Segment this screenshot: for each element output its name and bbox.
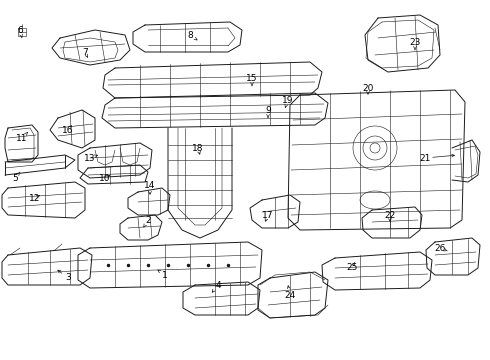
Text: 21: 21 [419, 153, 431, 162]
Text: 17: 17 [262, 211, 274, 220]
Text: 13: 13 [84, 153, 96, 162]
Text: 6: 6 [17, 26, 23, 35]
Text: 26: 26 [434, 243, 446, 252]
Text: 23: 23 [409, 37, 421, 46]
Text: 10: 10 [99, 174, 111, 183]
Text: 7: 7 [82, 48, 88, 57]
Text: 14: 14 [145, 180, 156, 189]
Text: 1: 1 [162, 270, 168, 279]
Text: 18: 18 [192, 144, 204, 153]
Text: 15: 15 [246, 73, 258, 82]
Text: 12: 12 [29, 194, 41, 202]
Text: 11: 11 [16, 134, 28, 143]
Text: 5: 5 [12, 174, 18, 183]
Text: 22: 22 [384, 211, 395, 220]
Text: 4: 4 [215, 280, 221, 289]
Text: 9: 9 [265, 105, 271, 114]
Text: 2: 2 [145, 216, 151, 225]
Text: 24: 24 [284, 291, 295, 300]
Text: 20: 20 [362, 84, 374, 93]
Text: 8: 8 [187, 31, 193, 40]
Text: 25: 25 [346, 264, 358, 273]
Text: 16: 16 [62, 126, 74, 135]
Text: 3: 3 [65, 274, 71, 283]
Text: 19: 19 [282, 95, 294, 104]
